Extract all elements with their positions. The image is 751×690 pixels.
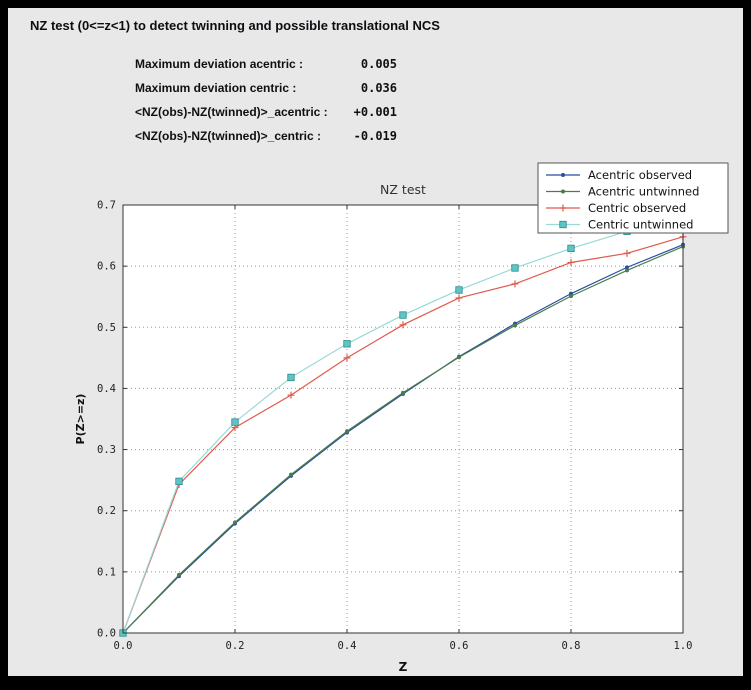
svg-text:Centric observed: Centric observed — [588, 201, 686, 215]
plot-frame — [122, 204, 684, 634]
stat-value: +0.001 — [353, 105, 397, 119]
svg-text:0.6: 0.6 — [97, 261, 116, 273]
legend-item-centric-untwinned: Centric untwinned — [546, 218, 693, 232]
y-axis-label: P(Z>=z) — [74, 394, 87, 445]
svg-text:0.7: 0.7 — [97, 200, 116, 212]
svg-text:0.4: 0.4 — [97, 383, 116, 395]
svg-text:0.5: 0.5 — [97, 322, 116, 334]
stat-label: <NZ(obs)-NZ(twinned)>_centric : — [135, 129, 322, 143]
svg-text:Acentric untwinned: Acentric untwinned — [588, 185, 699, 199]
stat-label: <NZ(obs)-NZ(twinned)>_acentric : — [135, 105, 328, 119]
stat-row-max-dev-acentric: Maximum deviation acentric : 0.005 — [135, 54, 415, 78]
svg-text:0.8: 0.8 — [562, 640, 581, 652]
svg-text:0.2: 0.2 — [97, 505, 116, 517]
tick-labels: 0.0 0.2 0.4 0.6 0.8 1.0 0.0 0.1 0.2 0.3 0.4 0.5 0.6 0… — [97, 200, 692, 653]
svg-text:0.6: 0.6 — [450, 640, 469, 652]
svg-text:0.0: 0.0 — [114, 640, 133, 652]
svg-text:0.4: 0.4 — [338, 640, 357, 652]
svg-text:Centric untwinned: Centric untwinned — [588, 218, 693, 232]
x-axis-label: Z — [399, 660, 408, 674]
stat-label: Maximum deviation centric : — [135, 81, 297, 95]
legend: Acentric observed Acentric untwinned Centr… — [537, 162, 729, 234]
nz-test-chart: 0.0 0.2 0.4 0.6 0.8 1.0 0.0 0.1 0.2 0.3 0.4 0.5 0.6 0… — [74, 162, 729, 674]
legend-item-acentric-observed: Acentric observed — [546, 168, 692, 182]
stats-block: Maximum deviation acentric : 0.005 Maxim… — [135, 54, 415, 150]
stat-value: 0.036 — [360, 81, 397, 95]
page-title: NZ test (0<=z<1) to detect twinning and … — [30, 18, 440, 33]
stat-value: -0.019 — [353, 129, 397, 143]
stat-row-nz-diff-acentric: <NZ(obs)-NZ(twinned)>_acentric : +0.001 — [135, 102, 415, 126]
svg-text:0.0: 0.0 — [97, 628, 116, 640]
legend-item-acentric-untwinned: Acentric untwinned — [546, 185, 699, 199]
svg-text:0.3: 0.3 — [97, 444, 116, 456]
svg-text:0.1: 0.1 — [97, 566, 116, 578]
svg-text:0.2: 0.2 — [226, 640, 245, 652]
stat-label: Maximum deviation acentric : — [135, 57, 304, 71]
chart-title: NZ test — [380, 182, 426, 197]
svg-text:Acentric observed: Acentric observed — [588, 168, 692, 182]
svg-text:1.0: 1.0 — [674, 640, 693, 652]
plot-area — [123, 205, 683, 633]
report-panel: NZ test (0<=z<1) to detect twinning and … — [8, 8, 743, 676]
stat-value: 0.005 — [360, 57, 397, 71]
legend-item-centric-observed: Centric observed — [546, 201, 686, 215]
stat-row-nz-diff-centric: <NZ(obs)-NZ(twinned)>_centric : -0.019 — [135, 126, 415, 150]
stat-row-max-dev-centric: Maximum deviation centric : 0.036 — [135, 78, 415, 102]
